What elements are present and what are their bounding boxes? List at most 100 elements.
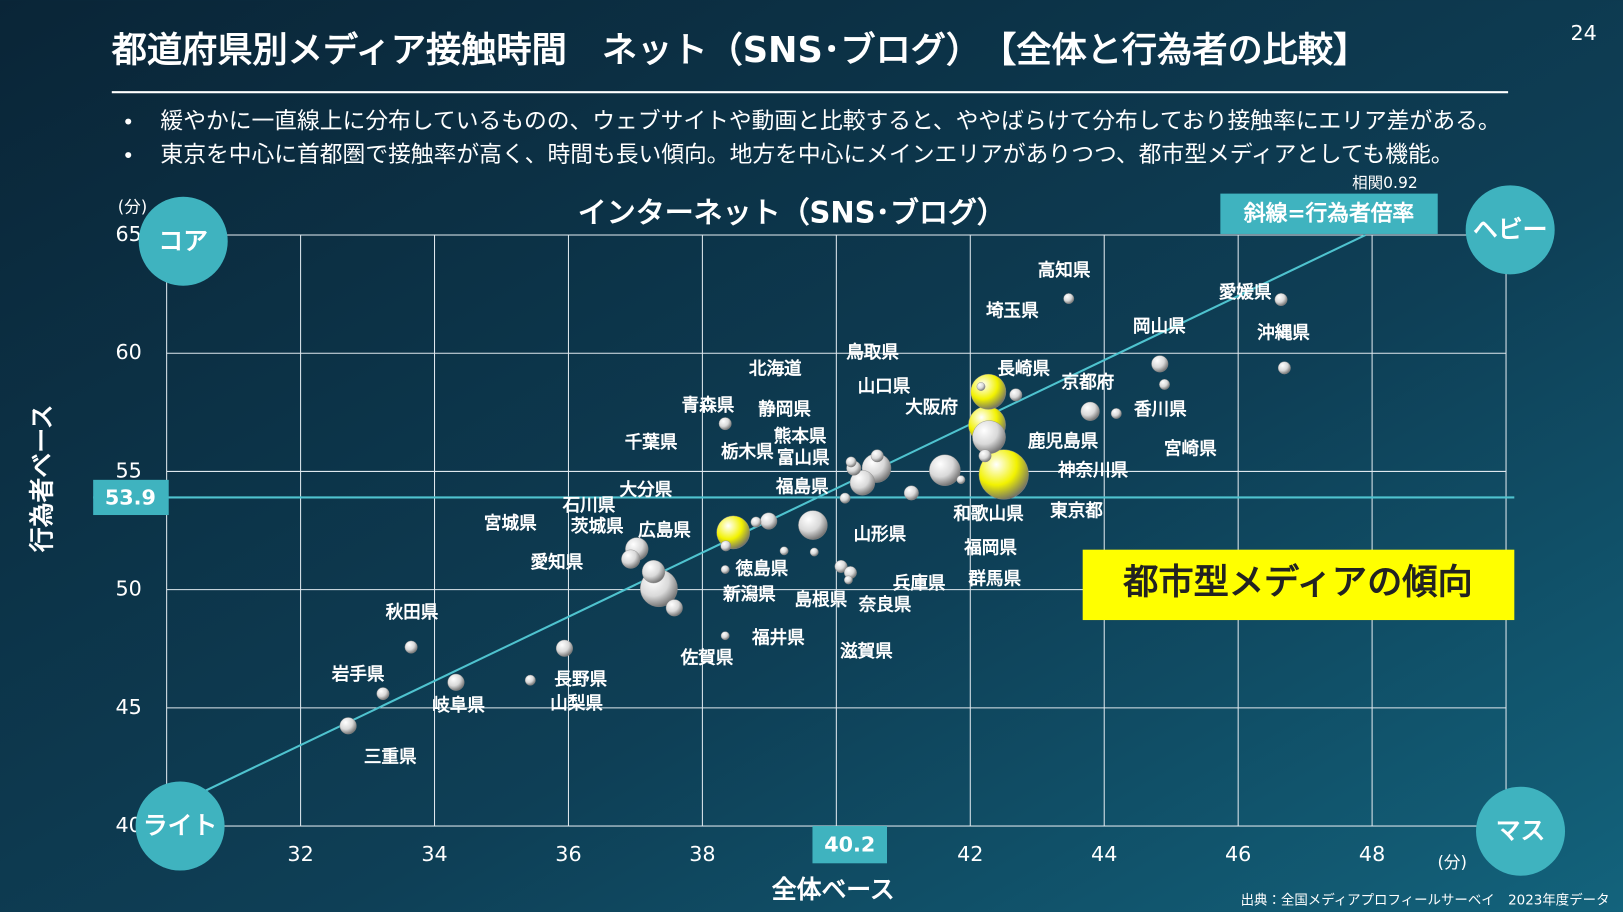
point-label: 岡山県 [1133, 317, 1186, 337]
point-label: 愛媛県 [1219, 282, 1272, 303]
page-number: 24 [1571, 21, 1597, 45]
bullet: 緩やかに一直線上に分布しているものの、ウェブサイトや動画と比較すると、ややばらけ… [160, 109, 1500, 135]
quadrant-label: ヘビー [1473, 215, 1548, 244]
bubble [1080, 401, 1100, 421]
bubble [376, 687, 390, 701]
quadrant-badge [135, 781, 225, 871]
y-tick-label: 60 [115, 340, 141, 364]
chart-title: インターネット（SNS･ブログ） [578, 195, 1006, 229]
diagonal-label-box [1220, 193, 1438, 234]
point-label: 埼玉県 [986, 301, 1039, 322]
bubble [720, 565, 730, 574]
bubble [976, 382, 986, 391]
bubble [665, 599, 683, 617]
plot: 323436384042444648404550556065全体ベース行為者ベー… [27, 185, 1566, 904]
quadrant-badge [138, 196, 228, 286]
bubble [720, 540, 732, 552]
point-label: 長野県 [554, 670, 607, 690]
reference-x-box [812, 826, 887, 864]
y-tick-label: 45 [115, 695, 141, 719]
point-label: 静岡県 [758, 399, 811, 420]
bubble [720, 631, 730, 641]
bubble [404, 640, 418, 654]
bubble [524, 674, 536, 686]
point-label: 山口県 [858, 377, 911, 397]
y-tick-label: 55 [115, 458, 141, 482]
point-label: 北海道 [749, 359, 802, 380]
bubble [1110, 408, 1122, 419]
point-label: 徳島県 [734, 558, 788, 579]
diagonal-label: 斜線=行為者倍率 [1243, 200, 1415, 226]
point-label: 福岡県 [963, 538, 1017, 559]
point-label: 岩手県 [331, 664, 385, 685]
x-tick-label: 38 [689, 842, 715, 866]
point-label: 秋田県 [386, 602, 439, 623]
x-tick-label: 42 [957, 842, 983, 866]
annotation: 都市型メディアの傾向 [1122, 562, 1472, 603]
correlation: 相関0.92 [1352, 174, 1418, 192]
source: 出典：全国メディアプロフィールサーベイ 2023年度データ [1241, 892, 1610, 909]
bullet: 東京を中心に首都圏で接触率が高く、時間も長い傾向。地方を中心にメインエリアがあり… [160, 142, 1453, 168]
bubble [641, 560, 666, 584]
bubble [750, 516, 762, 528]
point-label: 神奈川県 [1057, 460, 1129, 481]
quadrant-badge [1476, 786, 1566, 876]
point-label: 鳥取県 [846, 342, 899, 363]
point-label: 青森県 [682, 395, 735, 416]
point-label: 京都府 [1061, 372, 1114, 393]
bubble [834, 560, 848, 573]
point-label: 千葉県 [625, 432, 678, 453]
reference-y-box [93, 479, 169, 516]
bubble [718, 417, 732, 431]
point-label: 鹿児島県 [1028, 431, 1099, 452]
x-tick-label: 48 [1359, 842, 1385, 866]
point-label: 宮崎県 [1164, 438, 1217, 459]
point-label: 東京都 [1050, 500, 1103, 521]
x-tick-label: 32 [287, 842, 313, 866]
y-tick-label: 50 [115, 577, 141, 601]
point-label: 福井県 [751, 628, 805, 649]
point-label: 奈良県 [858, 595, 912, 616]
y-tick-label: 65 [115, 222, 141, 246]
bubble [1063, 293, 1075, 304]
bubble [1274, 293, 1288, 306]
x-unit: (分) [1437, 853, 1466, 872]
point-label: 福島県 [775, 477, 829, 498]
point-label: 大分県 [620, 480, 673, 501]
x-tick-label: 44 [1091, 842, 1117, 866]
bubble [972, 420, 1006, 454]
bubble [447, 673, 465, 691]
point-label: 三重県 [364, 747, 417, 768]
bubble [929, 454, 961, 486]
bubble [845, 456, 857, 468]
point-label: 長崎県 [997, 359, 1050, 380]
bubble [1277, 361, 1291, 375]
x-tick-label: 34 [421, 842, 447, 866]
bullet-dot: • [122, 110, 134, 134]
quadrant-label: コア [158, 226, 208, 255]
bubble [978, 449, 1029, 500]
bubble [760, 512, 778, 530]
bubble [621, 549, 641, 569]
point-label: 山形県 [853, 524, 906, 545]
bubble [798, 510, 828, 540]
point-label: 沖縄県 [1257, 322, 1310, 343]
reference-y-label: 53.9 [105, 485, 156, 509]
point-label: 富山県 [777, 448, 830, 469]
point-label: 熊本県 [774, 426, 827, 447]
bubble [870, 449, 884, 463]
point-label: 大阪府 [905, 397, 958, 418]
point-label: 茨城県 [571, 516, 624, 537]
point-label: 高知県 [1038, 260, 1091, 281]
bubble [339, 717, 357, 735]
point-label: 新潟県 [722, 584, 776, 605]
bubble [844, 575, 853, 585]
x-axis-label: 全体ベース [772, 875, 895, 904]
point-label: 滋賀県 [840, 641, 893, 662]
point-label: 岐阜県 [432, 695, 485, 716]
bubble [903, 485, 919, 501]
point-label: 香川県 [1134, 400, 1187, 420]
reference-x-label: 40.2 [824, 833, 875, 857]
point-label: 佐賀県 [680, 647, 734, 668]
